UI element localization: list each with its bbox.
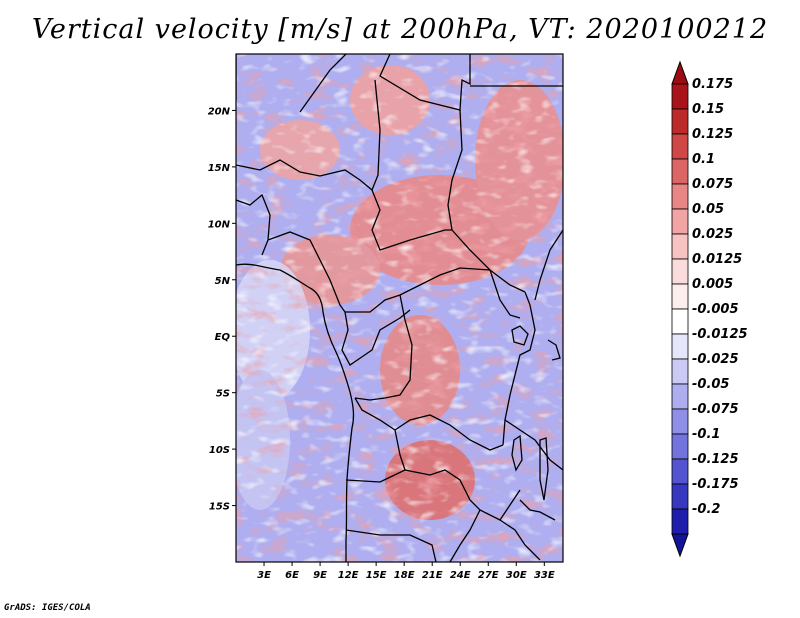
colorbar-label: -0.0125: [692, 327, 748, 342]
colorbar-label: 0.05: [692, 202, 724, 217]
colorbar-label: -0.05: [692, 377, 729, 392]
colorbar-label: -0.005: [692, 302, 739, 317]
latitude-axis: 20N 15N 10N 5N EQ 5S 10S 15S: [208, 106, 236, 513]
lat-tick-label: 5S: [216, 389, 230, 400]
lon-tick-label: 27E: [478, 570, 499, 581]
colorbar-label: -0.125: [692, 452, 739, 467]
lon-tick-label: 24E: [450, 570, 471, 581]
velocity-field: [236, 54, 563, 562]
colorbar-label: 0.005: [692, 277, 733, 292]
colorbar-label: 0.175: [692, 77, 733, 92]
colorbar-swatch: [671, 508, 689, 535]
colorbar-label: 0.125: [692, 127, 733, 142]
colorbar-swatch: [671, 433, 689, 460]
lon-tick-label: 21E: [422, 570, 443, 581]
colorbar-swatch: [671, 233, 689, 260]
lat-tick-label: 20N: [208, 106, 231, 117]
colorbar-top-arrow: [671, 60, 689, 85]
lat-tick-label: 10N: [208, 219, 231, 230]
colorbar-swatch: [671, 483, 689, 510]
colorbar-label: -0.075: [692, 402, 739, 417]
colorbar-label: 0.1: [692, 152, 715, 167]
lat-tick-label: EQ: [215, 332, 231, 343]
colorbar-swatch: [671, 258, 689, 285]
lat-tick-label: 5N: [215, 276, 231, 287]
lat-tick-label: 15N: [208, 163, 231, 174]
colorbar: 0.175 0.15 0.125 0.1 0.075 0.05 0.025 0.0125 0.0…: [671, 60, 748, 558]
colorbar-swatch: [671, 458, 689, 485]
lon-tick-label: 18E: [394, 570, 415, 581]
colorbar-swatch: [671, 208, 689, 235]
lon-tick-label: 15E: [366, 570, 387, 581]
lon-tick-label: 9E: [313, 570, 327, 581]
colorbar-label: -0.025: [692, 352, 739, 367]
colorbar-bottom-arrow: [671, 533, 689, 558]
colorbar-swatch: [671, 108, 689, 135]
colorbar-label: 0.075: [692, 177, 733, 192]
field-texture-white: [236, 54, 563, 562]
colorbar-swatch: [671, 308, 689, 335]
longitude-axis: 3E 6E 9E 12E 15E 18E 21E 24E 27E 30E 33E: [257, 562, 555, 581]
colorbar-label: -0.1: [692, 427, 720, 442]
colorbar-label: 0.025: [692, 227, 733, 242]
grads-credit: GrADS: IGES/COLA: [4, 603, 91, 613]
colorbar-swatch: [671, 183, 689, 210]
colorbar-swatch: [671, 83, 689, 110]
colorbar-label: -0.2: [692, 502, 720, 517]
lat-tick-label: 15S: [209, 502, 230, 513]
country-borders: [236, 54, 563, 562]
colorbar-swatch: [671, 358, 689, 385]
lon-tick-label: 33E: [534, 570, 555, 581]
colorbar-label: -0.175: [692, 477, 739, 492]
colorbar-swatch: [671, 283, 689, 310]
colorbar-swatch: [671, 133, 689, 160]
lat-tick-label: 10S: [209, 445, 230, 456]
lon-tick-label: 30E: [506, 570, 527, 581]
lon-tick-label: 12E: [338, 570, 359, 581]
plot-frame: [235, 53, 564, 563]
plot-title: Vertical velocity [m/s] at 200hPa, VT: 2…: [31, 14, 769, 45]
colorbar-label: 0.15: [692, 102, 724, 117]
colorbar-swatch: [671, 158, 689, 185]
colorbar-swatch: [671, 333, 689, 360]
colorbar-swatch: [671, 383, 689, 410]
lon-tick-label: 6E: [285, 570, 299, 581]
colorbar-label: 0.0125: [692, 252, 742, 267]
colorbar-swatch: [671, 408, 689, 435]
lon-tick-label: 3E: [257, 570, 271, 581]
